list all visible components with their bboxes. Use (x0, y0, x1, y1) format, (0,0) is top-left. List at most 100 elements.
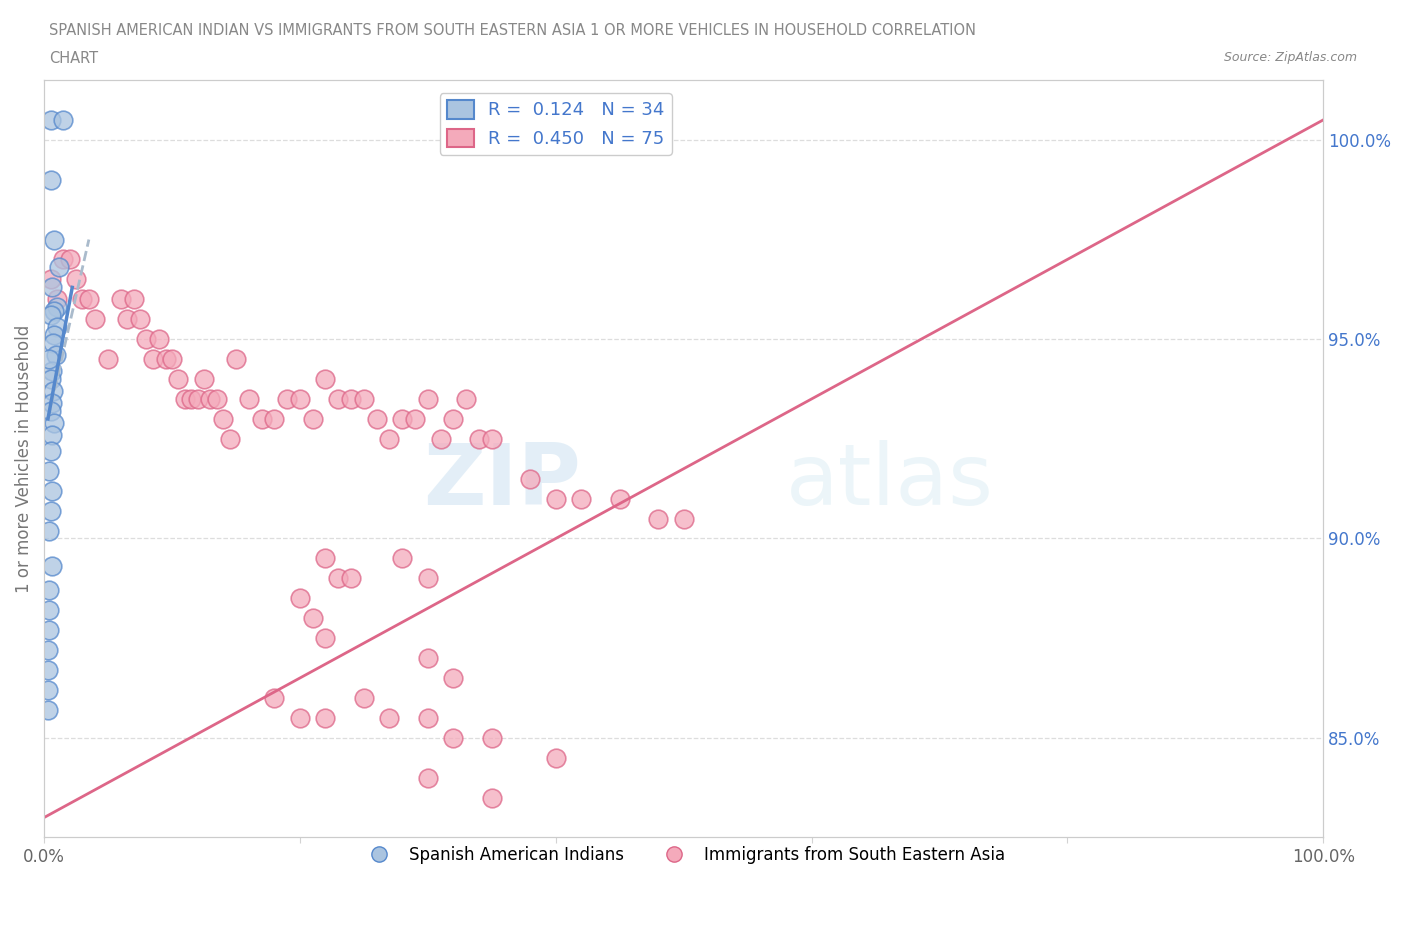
Point (148, 332, 170, 347)
Point (378, 432, 401, 446)
Point (569, 491, 592, 506)
Point (456, 392, 478, 406)
Point (193, 372, 215, 387)
Point (180, 392, 202, 406)
Point (97, 352, 120, 366)
Point (378, 711, 401, 725)
Point (41, 484, 63, 498)
Point (340, 571, 363, 586)
Point (44, 304, 66, 319)
Point (315, 372, 337, 387)
Point (276, 392, 298, 406)
Point (45, 320, 67, 335)
Y-axis label: 1 or more Vehicles in Household: 1 or more Vehicles in Household (15, 325, 32, 593)
Point (416, 571, 439, 586)
Point (41, 395, 63, 410)
Point (647, 512, 669, 526)
Point (391, 551, 413, 565)
Point (441, 671, 464, 685)
Point (218, 432, 240, 446)
Point (205, 392, 228, 406)
Point (39, 503, 62, 518)
Text: Source: ZipAtlas.com: Source: ZipAtlas.com (1223, 51, 1357, 64)
Text: ZIP: ZIP (423, 440, 581, 523)
Point (110, 292, 132, 307)
Point (315, 711, 337, 725)
Point (39, 404, 62, 418)
Point (212, 411, 235, 426)
Point (225, 352, 247, 366)
Point (52, 252, 75, 267)
Point (135, 332, 157, 347)
Point (167, 372, 190, 387)
Point (41, 428, 63, 443)
Point (38, 523, 60, 538)
Point (301, 411, 323, 426)
Point (301, 611, 323, 626)
Point (39, 172, 62, 187)
Point (122, 292, 145, 307)
Point (263, 690, 285, 705)
Point (416, 392, 439, 406)
Point (609, 491, 631, 506)
Point (37, 683, 59, 698)
Point (391, 411, 413, 426)
Point (481, 432, 503, 446)
Point (315, 631, 337, 645)
Point (404, 411, 426, 426)
Point (84, 312, 107, 326)
Point (238, 392, 260, 406)
Point (519, 472, 541, 486)
Point (39, 444, 62, 458)
Point (39, 308, 62, 323)
Point (288, 711, 311, 725)
Point (42, 383, 65, 398)
Point (39, 113, 62, 127)
Point (72, 292, 94, 307)
Point (42, 336, 65, 351)
Text: atlas: atlas (786, 440, 994, 523)
Point (117, 312, 139, 326)
Point (45, 292, 67, 307)
Point (41, 364, 63, 379)
Text: CHART: CHART (49, 51, 98, 66)
Point (39, 372, 62, 387)
Point (45, 348, 67, 363)
Point (37, 643, 59, 658)
Point (328, 571, 350, 586)
Point (429, 432, 451, 446)
Point (288, 392, 311, 406)
Point (129, 312, 152, 326)
Point (288, 591, 311, 605)
Point (416, 651, 439, 666)
Point (44, 416, 66, 431)
Point (263, 411, 285, 426)
Point (353, 392, 375, 406)
Point (37, 702, 59, 717)
Point (366, 411, 388, 426)
Point (44, 327, 66, 342)
Point (37, 662, 59, 677)
Point (328, 392, 350, 406)
Text: SPANISH AMERICAN INDIAN VS IMMIGRANTS FROM SOUTH EASTERN ASIA 1 OR MORE VEHICLES: SPANISH AMERICAN INDIAN VS IMMIGRANTS FR… (49, 23, 976, 38)
Point (38, 583, 60, 598)
Point (39, 272, 62, 286)
Point (52, 113, 75, 127)
Point (481, 730, 503, 745)
Legend: Spanish American Indians, Immigrants from South Eastern Asia: Spanish American Indians, Immigrants fro… (356, 840, 1012, 870)
Point (441, 411, 464, 426)
Point (416, 711, 439, 725)
Point (38, 352, 60, 366)
Point (315, 551, 337, 565)
Point (38, 463, 60, 478)
Point (544, 751, 567, 765)
Point (142, 352, 165, 366)
Point (160, 352, 183, 366)
Point (59, 252, 82, 267)
Point (353, 690, 375, 705)
Point (41, 559, 63, 574)
Point (250, 411, 273, 426)
Point (481, 790, 503, 805)
Point (77, 292, 100, 307)
Point (187, 392, 209, 406)
